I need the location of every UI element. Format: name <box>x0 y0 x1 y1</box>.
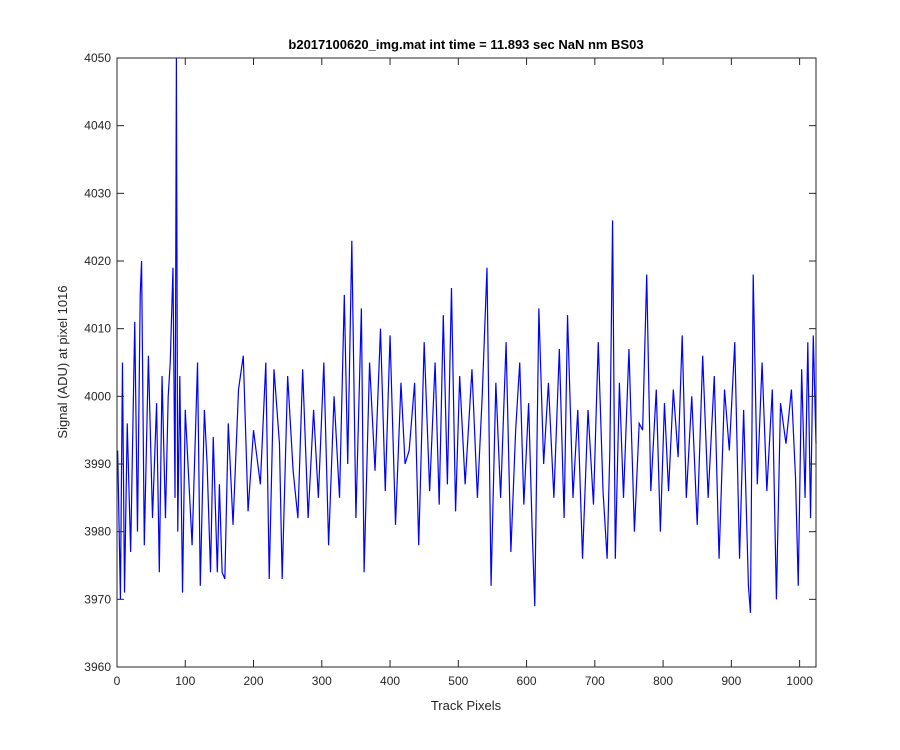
x-tick-label: 1000 <box>786 674 813 688</box>
x-tick-label: 500 <box>448 674 468 688</box>
y-tick-label: 4050 <box>84 51 111 65</box>
series-layer <box>117 57 817 613</box>
x-tick-label: 300 <box>312 674 332 688</box>
x-tick-label: 400 <box>380 674 400 688</box>
y-axis: 3960 3970 3980 3990 4000 4010 4020 4030 4040 4050 <box>84 51 816 674</box>
x-tick-label: 200 <box>244 674 264 688</box>
y-tick-label: 3980 <box>84 525 111 539</box>
x-tick-label: 600 <box>517 674 537 688</box>
y-tick-label: 3990 <box>84 457 111 471</box>
y-tick-label: 4020 <box>84 254 111 268</box>
x-tick-label: 100 <box>175 674 195 688</box>
y-tick-label: 3970 <box>84 592 111 606</box>
axes-background <box>117 58 816 667</box>
y-axis-label: Signal (ADU) at pixel 1016 <box>55 285 70 438</box>
series-line-0 <box>117 57 817 613</box>
y-tick-label: 4030 <box>84 186 111 200</box>
plot-area: 0 100 200 300 400 500 600 700 800 900 1000 3960 397… <box>84 51 817 688</box>
axes-frame <box>116 57 817 668</box>
y-tick-label: 3960 <box>84 660 111 674</box>
y-tick-label: 4010 <box>84 322 111 336</box>
x-tick-label: 0 <box>114 674 121 688</box>
x-tick-label: 700 <box>585 674 605 688</box>
x-axis: 0 100 200 300 400 500 600 700 800 900 1000 <box>114 58 813 688</box>
y-tick-label: 4040 <box>84 119 111 133</box>
x-tick-label: 900 <box>721 674 741 688</box>
x-axis-label: Track Pixels <box>431 698 502 713</box>
x-tick-label: 800 <box>653 674 673 688</box>
y-tick-label: 4000 <box>84 389 111 403</box>
chart-title: b2017100620_img.mat int time = 11.893 se… <box>288 37 643 52</box>
